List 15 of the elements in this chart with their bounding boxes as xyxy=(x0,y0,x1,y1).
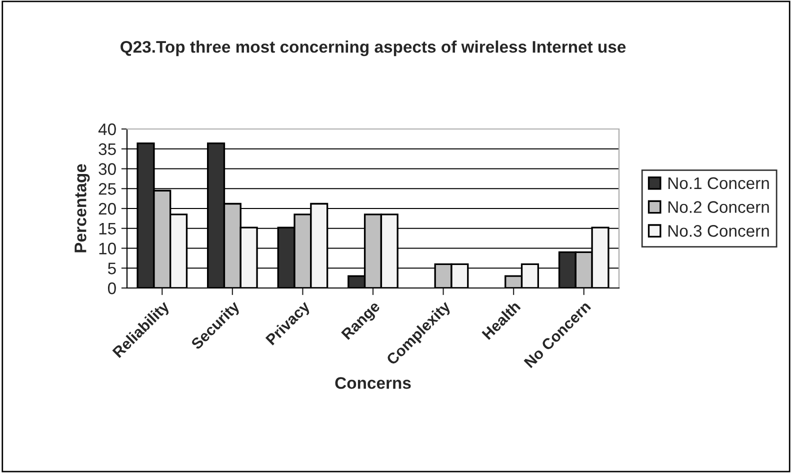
y-tick-label: 0 xyxy=(108,282,116,294)
y-tick-label: 5 xyxy=(108,262,116,274)
y-tick-label: 35 xyxy=(98,143,116,156)
legend-label: No.1 Concern xyxy=(668,177,769,190)
legend-label: No.3 Concern xyxy=(668,225,769,237)
y-tick-label: 25 xyxy=(98,183,116,195)
y-tick-label: 40 xyxy=(98,123,116,136)
y-tick-label: 20 xyxy=(98,202,116,215)
x-axis-title: Concerns xyxy=(335,377,411,389)
y-tick-label: 15 xyxy=(99,222,116,235)
y-axis-title: Percentage xyxy=(74,164,90,252)
y-tick-label: 10 xyxy=(99,242,116,254)
chart-title: Q23.Top three most concerning aspects of wireless Internet use xyxy=(120,40,626,56)
y-tick-label: 30 xyxy=(98,163,116,175)
legend-label: No.2 Concern xyxy=(668,201,769,213)
